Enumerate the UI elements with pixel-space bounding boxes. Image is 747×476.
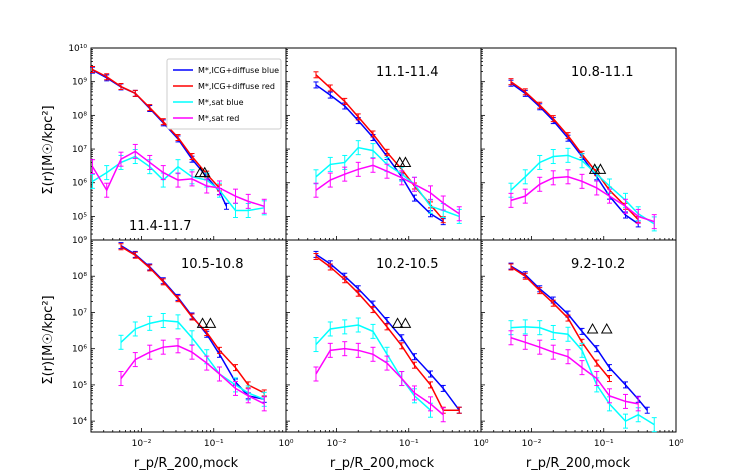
panels: 10⁵ 10⁶ 10⁷ 10⁸ 10⁹ 10¹⁰ 11.4-11.7 11.1-11.4 10.… bbox=[68, 44, 684, 449]
y-tick-label: 10⁸ bbox=[72, 111, 87, 121]
panel-title: 10.5-10.8 bbox=[181, 257, 244, 272]
r200-triangle-marker bbox=[399, 156, 412, 167]
panel-5: 10⁻² 10⁻¹ 10⁰ 10.2-10.5 bbox=[285, 239, 489, 449]
legend-label-sat-blue: M*,sat blue bbox=[198, 98, 244, 107]
panel-6: 10⁻² 10⁻¹ 10⁰ 9.2-10.2 bbox=[480, 239, 684, 449]
r200-triangle-marker bbox=[586, 322, 599, 334]
series-line bbox=[510, 82, 639, 225]
series-line bbox=[315, 253, 460, 411]
x-tick-label: 10⁻¹ bbox=[399, 439, 419, 449]
r200-triangle-marker bbox=[594, 163, 607, 174]
series-line bbox=[315, 164, 460, 215]
series-line bbox=[315, 347, 444, 416]
y-tick-label: 10⁴ bbox=[72, 417, 87, 427]
r200-triangle-marker bbox=[198, 166, 211, 178]
xlabel-col1: r_p/R_200,mock bbox=[134, 456, 239, 471]
panel-title: 10.8-11.1 bbox=[571, 65, 634, 80]
x-tick-label: 10⁻² bbox=[132, 439, 152, 449]
series-line bbox=[315, 255, 460, 411]
series-line bbox=[120, 345, 265, 405]
r200-triangle-marker bbox=[391, 317, 404, 328]
xlabel-col2: r_p/R_200,mock bbox=[330, 456, 435, 471]
r200-triangle-marker bbox=[196, 317, 209, 328]
x-tick-label: 10⁰ bbox=[473, 439, 488, 449]
y-tick-label: 10¹⁰ bbox=[68, 44, 87, 54]
series-line bbox=[315, 84, 444, 223]
y-tick-label: 10⁶ bbox=[72, 345, 87, 355]
r200-triangle-marker bbox=[204, 317, 217, 328]
legend-label-icg-red: M*,ICG+diffuse red bbox=[198, 82, 275, 91]
y-tick-label: 10⁵ bbox=[72, 381, 87, 391]
legend-frame bbox=[166, 58, 282, 130]
xlabel-col3: r_p/R_200,mock bbox=[526, 456, 631, 471]
ylabel-bottom: Σ(r)[M☉/kpc²] bbox=[41, 295, 56, 384]
x-tick-label: 10⁻¹ bbox=[594, 439, 614, 449]
x-tick-label: 10⁰ bbox=[278, 439, 293, 449]
panel-frame bbox=[480, 239, 677, 433]
panel-title: 10.2-10.5 bbox=[376, 257, 439, 272]
y-tick-label: 10⁸ bbox=[72, 272, 87, 282]
legend: M*,ICG+diffuse blue M*,ICG+diffuse red M… bbox=[166, 58, 282, 130]
r200-triangle-marker bbox=[588, 163, 601, 174]
r200-triangle-marker bbox=[393, 156, 406, 167]
legend-label-icg-blue: M*,ICG+diffuse blue bbox=[198, 66, 279, 75]
panel-1: 10⁵ 10⁶ 10⁷ 10⁸ 10⁹ 10¹⁰ 11.4-11.7 bbox=[68, 44, 287, 241]
panel-title: 11.1-11.4 bbox=[376, 65, 439, 80]
panel-title: 11.4-11.7 bbox=[129, 219, 192, 234]
legend-label-sat-red: M*,sat red bbox=[198, 114, 239, 123]
y-tick-label: 10⁶ bbox=[72, 179, 87, 189]
x-tick-label: 10⁰ bbox=[668, 439, 683, 449]
panel-4: 10⁻² 10⁻¹ 10⁰ 10⁴ 10⁵ 10⁶ 10⁷ 10⁸ 10⁹ 10.5-10.8 bbox=[72, 236, 294, 449]
series-line bbox=[510, 326, 655, 426]
series-line bbox=[120, 319, 265, 401]
y-tick-label: 10⁹ bbox=[72, 78, 87, 88]
x-tick-label: 10⁻¹ bbox=[204, 439, 224, 449]
panel-3: 10.8-11.1 bbox=[480, 47, 677, 241]
series-line bbox=[510, 337, 639, 405]
x-tick-label: 10⁻² bbox=[327, 439, 347, 449]
y-tick-label: 10⁷ bbox=[72, 308, 87, 318]
y-tick-label: 10⁹ bbox=[72, 236, 87, 246]
series-line bbox=[510, 81, 639, 221]
series-line bbox=[92, 68, 221, 189]
y-tick-label: 10⁷ bbox=[72, 145, 87, 155]
ylabel-top: Σ(r)[M☉/kpc²] bbox=[41, 105, 56, 194]
r200-triangle-marker bbox=[399, 317, 412, 328]
panel-title: 9.2-10.2 bbox=[571, 257, 625, 272]
r200-triangle-marker bbox=[600, 322, 613, 334]
y-tick-label: 10⁵ bbox=[72, 212, 87, 222]
x-tick-label: 10⁻² bbox=[522, 439, 542, 449]
panel-2: 11.1-11.4 bbox=[285, 47, 482, 241]
